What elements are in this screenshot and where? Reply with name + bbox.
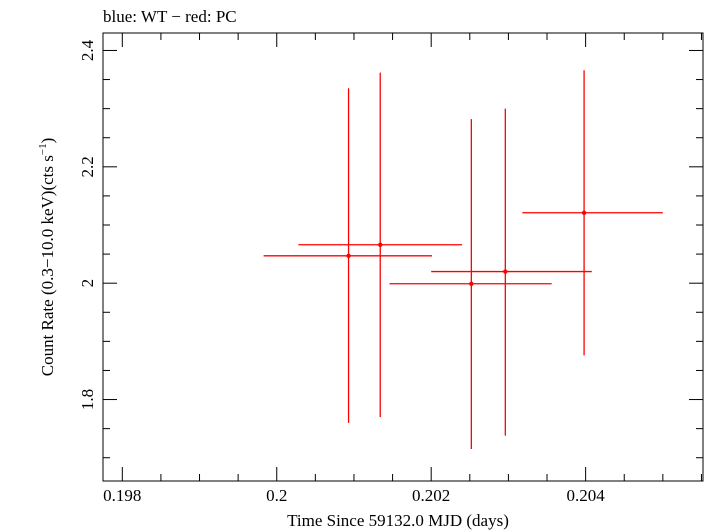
data-point: [346, 253, 351, 259]
y-tick-label: 1.8: [78, 389, 97, 410]
data-point: [581, 210, 587, 215]
y-tick-label: 2.4: [78, 39, 97, 61]
plot-frame: [102, 32, 704, 482]
x-tick-label: 0.204: [567, 486, 606, 505]
y-tick-label: 2.2: [78, 156, 97, 177]
x-tick-label: 0.198: [103, 486, 141, 505]
axis-ticks: [103, 33, 703, 481]
data-point: [469, 281, 474, 286]
chart-title: blue: WT − red: PC: [103, 7, 237, 26]
y-axis-label: Count Rate (0.3−10.0 keV)(cts s−1): [37, 138, 57, 377]
series-pc: [263, 70, 663, 449]
data-point: [378, 242, 383, 247]
x-tick-label: 0.2: [266, 486, 287, 505]
data-point: [503, 269, 508, 274]
x-axis-label: Time Since 59132.0 MJD (days): [287, 511, 509, 530]
x-tick-label: 0.202: [412, 486, 450, 505]
data-series: [263, 70, 663, 449]
y-tick-label: 2: [78, 279, 97, 288]
axis-tick-labels: 0.198 0.2 0.202 0.204 1.8 2 2.2 2.4: [78, 39, 605, 505]
